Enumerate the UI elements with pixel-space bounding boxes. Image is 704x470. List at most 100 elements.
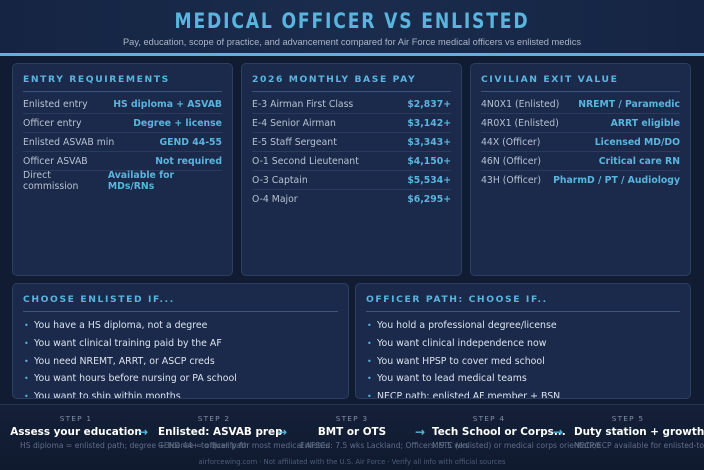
table-row: E-3 Airman First Class $2,837+ bbox=[252, 95, 451, 114]
table-row: Enlisted entry HS diploma + ASVAB bbox=[23, 95, 222, 114]
row-value: HS diploma + ASVAB bbox=[113, 98, 222, 110]
step-title: BMT or OTS bbox=[317, 426, 387, 438]
row-label: 46N (Officer) bbox=[481, 155, 541, 167]
step-title: Enlisted: ASVAB prep bbox=[158, 426, 283, 438]
step-3: STEP 3 BMT or OTS Enlisted: 7.5 wks Lack… bbox=[300, 414, 469, 450]
step-4: STEP 4 Tech School or Corps... METC (enl… bbox=[432, 414, 601, 450]
entry-requirements-card: ENTRY REQUIREMENTS Enlisted entry HS dipl… bbox=[12, 63, 233, 276]
row-label: Officer entry bbox=[23, 117, 82, 129]
step-description: NECP/ECP available for enlisted-to-offic… bbox=[574, 441, 704, 450]
row-label: 44X (Officer) bbox=[481, 136, 541, 148]
row-value: NREMT / Paramedic bbox=[578, 98, 680, 110]
list-item-text: NECP path: enlisted AF member + BSN bbox=[377, 391, 561, 399]
row-label: Officer ASVAB bbox=[23, 155, 88, 167]
step-title: Duty station + growth bbox=[574, 426, 704, 438]
list-item: • NECP path: enlisted AF member + BSN bbox=[366, 388, 680, 399]
bullet-icon: • bbox=[24, 374, 29, 384]
row-label: Enlisted entry bbox=[23, 98, 88, 110]
officer-path-card: OFFICER PATH: CHOOSE IF.. • You hold a pr… bbox=[355, 283, 691, 399]
row-value: Degree + license bbox=[133, 117, 222, 129]
footer-disclaimer: airforcewing.com · Not affiliated with t… bbox=[198, 458, 506, 466]
card-title: CIVILIAN EXIT VALUE bbox=[481, 74, 619, 85]
row-label: O-1 Second Lieutenant bbox=[252, 155, 359, 167]
table-row: O-3 Captain $5,534+ bbox=[252, 171, 451, 190]
page-subtitle: Pay, education, scope of practice, and a… bbox=[122, 37, 581, 47]
card-title: 2026 MONTHLY BASE PAY bbox=[252, 74, 417, 85]
list-item: • You want to ship within months bbox=[23, 388, 338, 398]
list-item-text: You need NREMT, ARRT, or ASCP creds bbox=[34, 355, 215, 367]
list-item-text: You hold a professional degree/license bbox=[377, 320, 557, 332]
list-item-text: You have a HS diploma, not a degree bbox=[34, 320, 208, 332]
row-value: Licensed MD/DO bbox=[594, 136, 680, 148]
step-number: STEP 1 bbox=[59, 414, 93, 423]
table-row: 44X (Officer) Licensed MD/DO bbox=[481, 133, 680, 152]
row-value: GEND 44-55 bbox=[159, 136, 222, 148]
list-item: • You want hours before nursing or PA sch… bbox=[23, 370, 338, 388]
table-row: O-1 Second Lieutenant $4,150+ bbox=[252, 152, 451, 171]
choose-enlisted-card: CHOOSE ENLISTED IF... • You have a HS dip… bbox=[12, 283, 349, 399]
row-label: 4R0X1 (Enlisted) bbox=[481, 117, 559, 129]
step-description: GEND 44+ to qualify for most medical AFS… bbox=[158, 441, 330, 450]
table-row: E-5 Staff Sergeant $3,343+ bbox=[252, 133, 451, 152]
row-value: ARRT eligible bbox=[610, 117, 680, 129]
row-label: Enlisted ASVAB min bbox=[23, 136, 115, 148]
divider bbox=[366, 311, 680, 312]
step-1: STEP 1 Assess your education HS diploma … bbox=[0, 414, 249, 450]
list-item-text: You want HPSP to cover med school bbox=[377, 355, 545, 367]
list-item: • You want to lead medical teams bbox=[366, 370, 680, 388]
row-label: Direct commission bbox=[23, 169, 79, 192]
list-item: • You want HPSP to cover med school bbox=[366, 352, 680, 370]
list-item-text: You want hours before nursing or PA scho… bbox=[34, 373, 237, 385]
row-value: Available for MDs/RNs bbox=[107, 169, 175, 192]
row-value: Not required bbox=[155, 155, 222, 167]
step-number: STEP 3 bbox=[335, 414, 369, 423]
row-label: 4N0X1 (Enlisted) bbox=[481, 98, 560, 110]
row-label: E-4 Senior Airman bbox=[252, 117, 336, 129]
monthly-base-pay-card: 2026 MONTHLY BASE PAY E-3 Airman First C… bbox=[241, 63, 462, 276]
row-label: O-4 Major bbox=[252, 194, 298, 205]
row-value: $5,534+ bbox=[407, 174, 451, 186]
table-row: Officer entry Degree + license bbox=[23, 114, 222, 133]
table-row: 43H (Officer) PharmD / PT / Audiology bbox=[481, 171, 680, 190]
card-title: OFFICER PATH: CHOOSE IF.. bbox=[366, 294, 548, 305]
divider bbox=[23, 91, 222, 92]
list-item-text: You want to lead medical teams bbox=[377, 373, 527, 385]
arrow-right-icon: → bbox=[138, 425, 149, 439]
row-label: 43H (Officer) bbox=[481, 175, 541, 186]
list-item-text: You want clinical independence now bbox=[377, 338, 547, 350]
step-number: STEP 4 bbox=[472, 414, 506, 423]
arrow-right-icon: → bbox=[415, 425, 426, 439]
row-label: E-5 Staff Sergeant bbox=[252, 136, 337, 148]
bullet-icon: • bbox=[367, 356, 372, 366]
table-row: Direct commission Available for MDs/RNs bbox=[23, 169, 222, 192]
page-title: MEDICAL OFFICER VS ENLISTED bbox=[174, 9, 530, 33]
table-row: 4R0X1 (Enlisted) ARRT eligible bbox=[481, 114, 680, 133]
step-description: HS diploma = enlisted path; degree + lic… bbox=[20, 441, 249, 450]
list-item: • You want clinical independence now bbox=[366, 335, 680, 353]
steps-bar: STEP 1 Assess your education HS diploma … bbox=[0, 404, 704, 470]
row-value: Critical care RN bbox=[598, 155, 680, 167]
list-item: • You need NREMT, ARRT, or ASCP creds bbox=[23, 352, 338, 370]
bullet-icon: • bbox=[367, 321, 372, 331]
step-title: Tech School or Corps... bbox=[432, 426, 566, 438]
bullet-icon: • bbox=[24, 321, 29, 331]
step-5: STEP 5 Duty station + growth NECP/ECP av… bbox=[574, 414, 704, 450]
arrow-right-icon: → bbox=[553, 425, 564, 439]
page-header: MEDICAL OFFICER VS ENLISTED Pay, educati… bbox=[0, 0, 704, 53]
table-row: O-4 Major $6,295+ bbox=[252, 190, 451, 209]
table-row: Officer ASVAB Not required bbox=[23, 152, 222, 171]
table-row: 4N0X1 (Enlisted) NREMT / Paramedic bbox=[481, 95, 680, 114]
divider bbox=[481, 91, 680, 92]
row-value: $4,150+ bbox=[407, 155, 451, 167]
divider bbox=[252, 91, 451, 92]
civilian-exit-value-card: CIVILIAN EXIT VALUE 4N0X1 (Enlisted) NREM… bbox=[470, 63, 691, 276]
accent-divider bbox=[0, 53, 704, 56]
bullet-icon: • bbox=[367, 339, 372, 349]
row-value: $6,295+ bbox=[407, 194, 451, 205]
list-item: • You want clinical training paid by the … bbox=[23, 335, 338, 353]
row-label: E-3 Airman First Class bbox=[252, 98, 354, 110]
bullet-icon: • bbox=[367, 392, 372, 399]
row-value: $3,142+ bbox=[407, 117, 451, 129]
bullet-icon: • bbox=[24, 356, 29, 366]
row-label: O-3 Captain bbox=[252, 174, 308, 186]
